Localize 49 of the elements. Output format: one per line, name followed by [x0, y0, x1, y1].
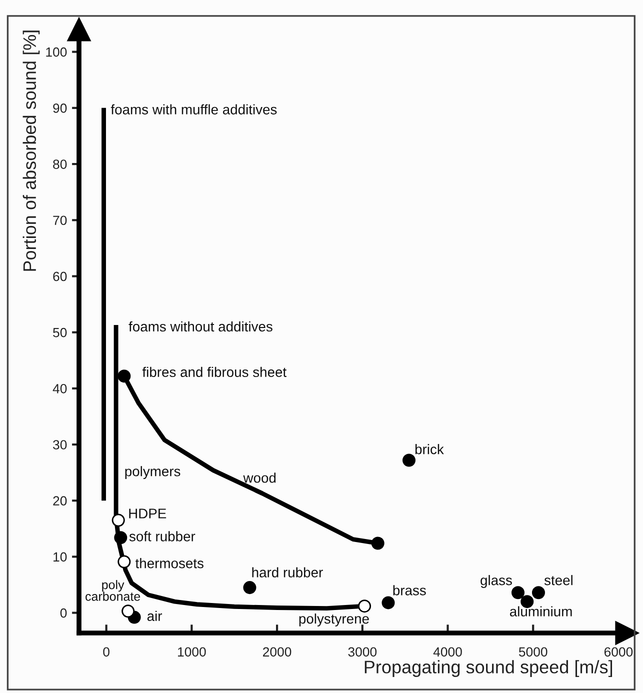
point — [114, 531, 128, 544]
point — [371, 536, 384, 550]
x-axis-title: Propagating sound speed [m/s] — [364, 660, 612, 677]
point — [382, 596, 395, 610]
point — [402, 454, 416, 467]
annotation: steel — [544, 575, 572, 586]
point — [122, 604, 135, 618]
y-tick-label: 90 — [53, 104, 67, 113]
annotation: glass — [480, 575, 512, 588]
y-tick-label: 50 — [53, 328, 67, 338]
annotation: HDPE — [129, 508, 166, 518]
point — [112, 514, 125, 527]
annotation: foams with muffle additives — [110, 104, 277, 114]
x-tick-label: 3000 — [348, 647, 377, 657]
point — [532, 586, 545, 600]
y-axis-title: Portion of absorbed sound [%] — [22, 30, 40, 271]
annotation: poly carbonate — [86, 580, 140, 601]
x-tick-label: 4000 — [433, 647, 462, 657]
x-tick-label: 0 — [103, 647, 110, 657]
y-tick-label: 10 — [54, 552, 67, 562]
annotation: brass — [393, 585, 426, 596]
y-tick-label: 0 — [60, 608, 67, 618]
x-tick-label: 5000 — [518, 647, 548, 657]
y-tick-label: 30 — [53, 440, 67, 450]
annotation: fibres and fibrous sheet — [142, 366, 286, 378]
annotation: polystyrene — [299, 613, 369, 626]
point — [118, 370, 131, 383]
point — [511, 586, 524, 600]
annotation: polymers — [125, 466, 180, 480]
y-tick-label: 40 — [52, 384, 67, 394]
annotation: brick — [415, 444, 444, 454]
annotation: foams without additives — [128, 321, 272, 332]
point — [243, 581, 256, 594]
point — [118, 555, 131, 568]
y-tick-label: 60 — [53, 272, 67, 282]
x-tick-label: 2000 — [263, 647, 292, 657]
point — [358, 600, 372, 613]
y-tick-label: 70 — [53, 216, 67, 226]
x-tick-label: 1000 — [178, 647, 206, 657]
y-tick-label: 100 — [46, 47, 67, 57]
x-tick-label: 6000 — [604, 647, 633, 657]
annotation: soft rubber — [129, 531, 196, 542]
annotation: aluminium — [510, 606, 572, 616]
y-tick-label: 20 — [53, 496, 67, 506]
annotation: air — [147, 610, 162, 622]
y-tick-label: 80 — [53, 160, 67, 169]
annotation: wood — [243, 472, 276, 483]
annotation: hard rubber — [252, 567, 323, 578]
annotation: thermosets — [135, 558, 204, 568]
